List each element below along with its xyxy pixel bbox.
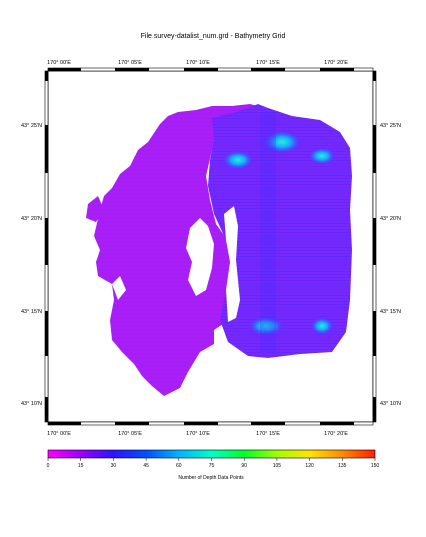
lon-label-bottom-1: 170° 05'E bbox=[118, 431, 142, 437]
hotspot-ne bbox=[308, 147, 336, 165]
lat-labels-left: 43° 25'N 43° 20'N 43° 15'N 43° 10'N bbox=[21, 123, 42, 407]
hotspot-sw bbox=[248, 316, 284, 336]
lon-label-top-2: 170° 10'E bbox=[186, 60, 210, 66]
colorbar-tick-label: 135 bbox=[338, 463, 347, 469]
colorbar-ramp bbox=[47, 449, 376, 459]
lat-label-right-3: 43° 10'N bbox=[380, 401, 401, 407]
gap-notch-west bbox=[112, 276, 126, 300]
frame-border-top bbox=[47, 67, 374, 72]
lat-label-right-0: 43° 25'N bbox=[380, 123, 401, 129]
colorbar-tick-label: 120 bbox=[305, 463, 314, 469]
coverage-fringe-west bbox=[86, 196, 104, 222]
lon-labels-bottom: 170° 00'E 170° 05'E 170° 10'E 170° 15'E … bbox=[47, 431, 348, 437]
lon-labels-top: 170° 00'E 170° 05'E 170° 10'E 170° 15'E … bbox=[47, 60, 348, 66]
colorbar-tick-label: 0 bbox=[47, 463, 50, 469]
lon-label-bottom-3: 170° 15'E bbox=[256, 431, 280, 437]
coverage-fringe-sw bbox=[120, 326, 136, 348]
lat-label-right-2: 43° 15'N bbox=[380, 309, 401, 315]
colorbar-tick-label: 90 bbox=[241, 463, 247, 469]
colorbar-tick-label: 75 bbox=[209, 463, 215, 469]
colorbar-tick-label: 15 bbox=[78, 463, 84, 469]
hotspot-n bbox=[262, 130, 302, 154]
map-title: File survey-datalist_num.grd - Bathymetr… bbox=[140, 33, 286, 40]
colorbar: 0 15 30 45 60 75 90 105 120 135 150 Number of Dept… bbox=[47, 449, 380, 481]
lat-labels-right: 43° 25'N 43° 20'N 43° 15'N 43° 10'N bbox=[380, 123, 401, 407]
lon-label-top-1: 170° 05'E bbox=[118, 60, 142, 66]
colorbar-tick-label: 30 bbox=[111, 463, 117, 469]
colorbar-tick-label: 150 bbox=[371, 463, 380, 469]
lat-label-left-3: 43° 10'N bbox=[21, 401, 42, 407]
lon-label-bottom-0: 170° 00'E bbox=[47, 431, 71, 437]
hotspot-se bbox=[310, 317, 334, 335]
lon-label-bottom-2: 170° 10'E bbox=[186, 431, 210, 437]
lat-label-left-0: 43° 25'N bbox=[21, 123, 42, 129]
lon-label-top-0: 170° 00'E bbox=[47, 60, 71, 66]
survey-coverage bbox=[86, 104, 352, 398]
lon-label-top-3: 170° 15'E bbox=[256, 60, 280, 66]
gap-notch-south bbox=[196, 368, 210, 398]
lat-label-right-1: 43° 20'N bbox=[380, 216, 401, 222]
frame-border-bottom bbox=[47, 421, 374, 426]
colorbar-ticks: 0 15 30 45 60 75 90 105 120 135 150 bbox=[47, 458, 380, 469]
gap-center bbox=[186, 218, 214, 296]
lat-label-left-2: 43° 15'N bbox=[21, 309, 42, 315]
colorbar-label: Number of Depth Data Points bbox=[178, 475, 244, 481]
lon-label-top-4: 170° 20'E bbox=[324, 60, 348, 66]
colorbar-tick-label: 60 bbox=[176, 463, 182, 469]
colorbar-tick-label: 45 bbox=[143, 463, 149, 469]
colorbar-tick-label: 105 bbox=[273, 463, 282, 469]
dense-seam bbox=[260, 112, 276, 352]
hotspot-nw bbox=[222, 150, 254, 170]
lat-label-left-1: 43° 20'N bbox=[21, 216, 42, 222]
frame-border-left bbox=[44, 70, 49, 423]
lon-label-bottom-4: 170° 20'E bbox=[324, 431, 348, 437]
gap-inner bbox=[224, 206, 240, 322]
frame-border-right bbox=[372, 70, 377, 423]
